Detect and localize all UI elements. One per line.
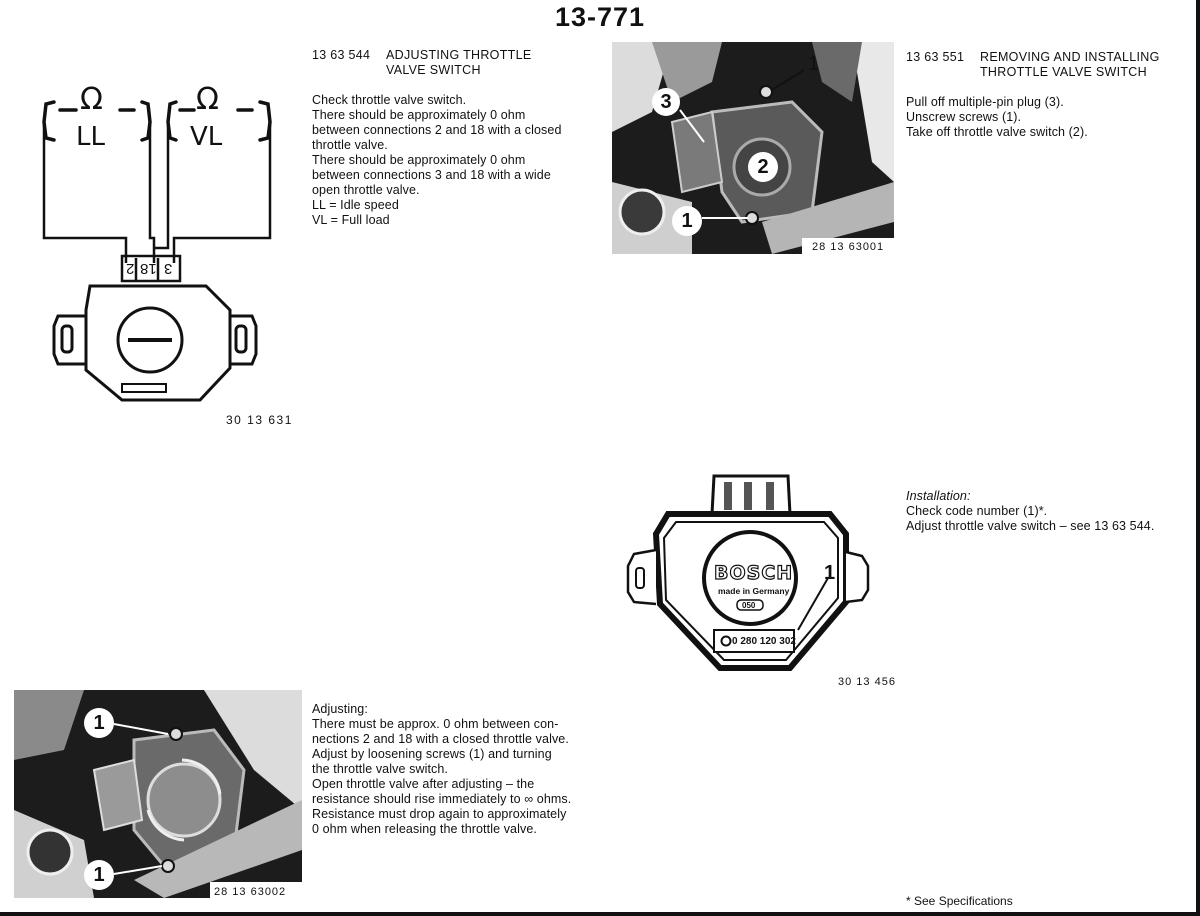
ohm-symbol-ll: Ω bbox=[80, 82, 103, 117]
figure-code-photo-bottom: 28 13 63002 bbox=[214, 886, 287, 898]
label-vl: VL bbox=[190, 122, 223, 152]
page-border-bottom bbox=[0, 912, 1200, 916]
callout-1-lower-label: 1 bbox=[93, 864, 105, 886]
ohm-symbol-vl: Ω bbox=[196, 82, 219, 117]
bosch-badge: 050 bbox=[742, 601, 756, 610]
bosch-switch-drawing bbox=[626, 474, 870, 671]
text-line: There should be approximately 0 ohm bbox=[312, 108, 526, 122]
callout-3-label: 3 bbox=[660, 91, 672, 113]
callout-2: 2 bbox=[748, 152, 778, 182]
section-title-line2: THROTTLE VALVE SWITCH bbox=[980, 65, 1147, 79]
callout-1-bottom-label: 1 bbox=[681, 210, 693, 232]
text-line: There must be approx. 0 ohm between con- bbox=[312, 717, 559, 731]
callout-3: 3 bbox=[652, 88, 680, 116]
photo-throttle-switch-adjusting bbox=[14, 690, 302, 898]
figure-code-wiring: 30 13 631 bbox=[226, 413, 293, 427]
adjusting-procedure-text: Adjusting: There must be approx. 0 ohm b… bbox=[312, 702, 571, 837]
footnote: * See Specifications bbox=[906, 894, 1013, 908]
pin-label-18: 18 bbox=[140, 260, 157, 277]
installation-text: Installation: Check code number (1)*. Ad… bbox=[906, 489, 1154, 534]
text-line: Check throttle valve switch. bbox=[312, 93, 467, 107]
text-line: Take off throttle valve switch (2). bbox=[906, 125, 1088, 139]
text-line: nections 2 and 18 with a closed throttle… bbox=[312, 732, 569, 746]
label-ll: LL bbox=[76, 122, 105, 152]
adjusting-heading: Adjusting: bbox=[312, 702, 368, 716]
text-line: LL = Idle speed bbox=[312, 198, 399, 212]
text-line: Check code number (1)*. bbox=[906, 504, 1048, 518]
bosch-made-in: made in Germany bbox=[718, 586, 790, 596]
removing-text: Pull off multiple-pin plug (3). Unscrew … bbox=[906, 95, 1088, 140]
callout-1-top: 1 bbox=[808, 53, 820, 75]
section-code: 13 63 544 bbox=[312, 48, 371, 62]
text-line: the throttle valve switch. bbox=[312, 762, 448, 776]
wiring-diagram bbox=[42, 100, 272, 402]
adjusting-text: Check throttle valve switch. There shoul… bbox=[312, 93, 562, 228]
text-line: between connections 3 and 18 with a wide bbox=[312, 168, 551, 182]
section-title-line1: ADJUSTING THROTTLE bbox=[386, 48, 532, 62]
text-line: There should be approximately 0 ohm bbox=[312, 153, 526, 167]
callout-1-upper: 1 bbox=[84, 708, 114, 738]
section-heading-removing: 13 63 551 REMOVING AND INSTALLING THROTTL… bbox=[906, 50, 1160, 80]
section-heading-adjusting: 13 63 544 ADJUSTING THROTTLE VALVE SWITCH bbox=[312, 48, 531, 78]
photo-throttle-switch-installed bbox=[612, 42, 894, 254]
callout-1-bottom: 1 bbox=[672, 206, 702, 236]
section-code: 13 63 551 bbox=[906, 50, 965, 64]
section-title-line1: REMOVING AND INSTALLING bbox=[980, 50, 1160, 64]
callout-2-label: 2 bbox=[757, 156, 769, 178]
text-line: Pull off multiple-pin plug (3). bbox=[906, 95, 1064, 109]
page-border-right bbox=[1196, 0, 1200, 916]
figure-code-bosch: 30 13 456 bbox=[838, 676, 896, 688]
text-line: throttle valve. bbox=[312, 138, 388, 152]
callout-1-upper-label: 1 bbox=[93, 712, 105, 734]
text-line: VL = Full load bbox=[312, 213, 390, 227]
text-line: Adjust by loosening screws (1) and turni… bbox=[312, 747, 552, 761]
section-title-line2: VALVE SWITCH bbox=[386, 63, 481, 77]
page-number: 13-771 bbox=[554, 2, 646, 32]
text-line: Open throttle valve after adjusting – th… bbox=[312, 777, 535, 791]
bosch-callout-1: 1 bbox=[824, 562, 836, 584]
bosch-part-number: 0 280 120 302 bbox=[732, 636, 796, 647]
text-line: Resistance must drop again to approximat… bbox=[312, 807, 567, 821]
pin-label-2: 2 bbox=[126, 260, 135, 277]
callout-1-lower: 1 bbox=[84, 860, 114, 890]
text-line: between connections 2 and 18 with a clos… bbox=[312, 123, 562, 137]
text-line: 0 ohm when releasing the throttle valve. bbox=[312, 822, 537, 836]
text-line: resistance should rise immediately to ∞ … bbox=[312, 792, 572, 806]
bosch-brand: BOSCH bbox=[713, 561, 794, 584]
figure-code-photo-top: 28 13 63001 bbox=[812, 241, 885, 253]
pin-label-3: 3 bbox=[164, 260, 173, 277]
text-line: Adjust throttle valve switch – see 13 63… bbox=[906, 519, 1155, 533]
text-line: Unscrew screws (1). bbox=[906, 110, 1022, 124]
installation-heading: Installation: bbox=[906, 489, 971, 503]
text-line: open throttle valve. bbox=[312, 183, 420, 197]
